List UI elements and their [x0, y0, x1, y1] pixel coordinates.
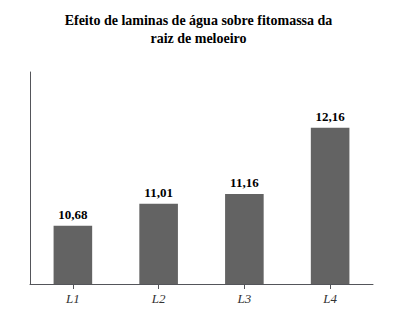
svg-text:L2: L2 — [151, 291, 166, 306]
svg-text:12,16: 12,16 — [316, 109, 346, 124]
svg-text:L4: L4 — [322, 291, 337, 306]
svg-text:10,68: 10,68 — [58, 207, 88, 222]
svg-text:L1: L1 — [65, 291, 80, 306]
svg-text:L3: L3 — [237, 291, 252, 306]
svg-text:11,16: 11,16 — [230, 175, 259, 190]
svg-text:Efeito de laminas de água sobr: Efeito de laminas de água sobre fitomass… — [65, 13, 333, 28]
svg-text:11,01: 11,01 — [144, 185, 173, 200]
svg-text:raiz de meloeiro: raiz de meloeiro — [150, 31, 246, 46]
